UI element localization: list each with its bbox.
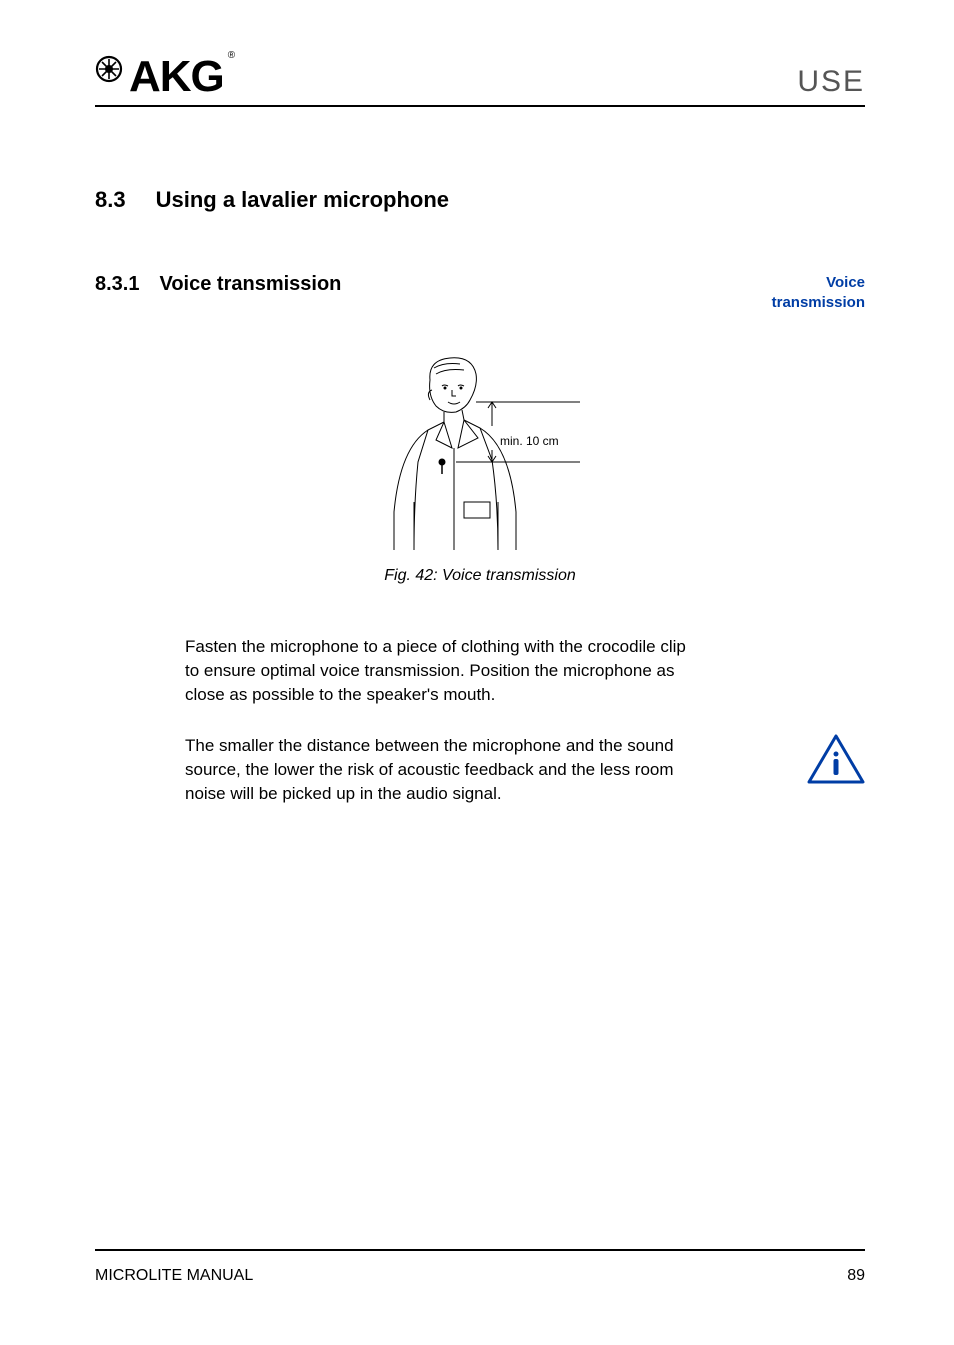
subsection-title: Voice transmission (159, 273, 341, 296)
section-heading-row: 8.3 Using a lavalier microphone (95, 187, 865, 213)
section-heading: 8.3 Using a lavalier microphone (95, 187, 865, 213)
logo-mark-icon (95, 55, 123, 88)
page-header: AKG ® USE (95, 55, 865, 107)
info-icon (807, 734, 865, 791)
figure-illustration (370, 352, 590, 552)
header-section-label: USE (797, 65, 865, 99)
brand-logo: AKG ® (95, 55, 237, 99)
subsection-heading: 8.3.1 Voice transmission (95, 273, 745, 296)
registered-mark: ® (228, 50, 235, 61)
page-footer: MICROLITE MANUAL 89 (95, 1249, 865, 1285)
figure-min-distance-label: min. 10 cm (500, 434, 559, 448)
section-number: 8.3 (95, 187, 126, 213)
page-container: AKG ® USE 8.3 Using a lavalier microphon… (95, 55, 865, 1285)
paragraph-1: Fasten the microphone to a piece of clot… (185, 635, 695, 706)
footer-page-number: 89 (847, 1267, 865, 1285)
section-title: Using a lavalier microphone (156, 187, 449, 213)
paragraph-2: The smaller the distance between the mic… (185, 734, 695, 805)
margin-note-line1: Voice (826, 274, 865, 291)
margin-note: Voice transmission (745, 273, 865, 312)
figure-block: min. 10 cm Fig. 42: Voice transmission (95, 352, 865, 585)
figure-caption: Fig. 42: Voice transmission (384, 567, 575, 585)
brand-name: AKG (129, 55, 224, 99)
subsection-row: 8.3.1 Voice transmission Voice transmiss… (95, 273, 865, 312)
footer-manual-title: MICROLITE MANUAL (95, 1267, 253, 1285)
margin-note-line2: transmission (772, 294, 865, 311)
paragraph-2-row: The smaller the distance between the mic… (95, 734, 865, 805)
figure-wrapper: min. 10 cm (370, 352, 590, 557)
subsection-number: 8.3.1 (95, 273, 139, 296)
